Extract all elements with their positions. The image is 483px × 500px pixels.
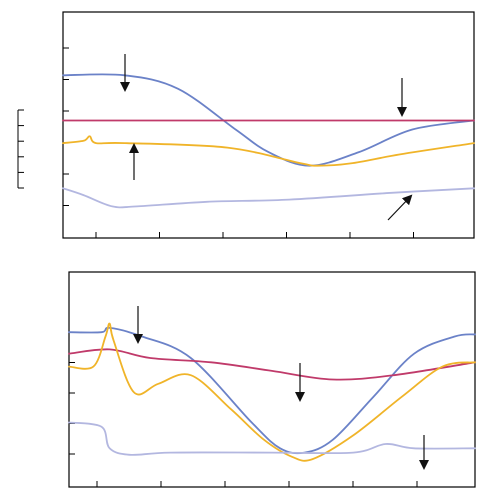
bottom-panel: [68, 271, 476, 488]
top-series-orange: [62, 135, 475, 167]
top-y-axis-ticks: [63, 47, 69, 206]
scale-bar: [17, 109, 24, 189]
top-x-axis-ticks: [95, 232, 414, 238]
top-annotation-arrows: [120, 54, 413, 221]
top-panel: [17, 11, 475, 239]
bottom-series-lavender: [68, 421, 476, 456]
top-series-blue: [62, 73, 475, 167]
bottom-series-blue: [68, 326, 476, 455]
bottom-series-group: [68, 322, 476, 462]
bottom-panel-frame: [68, 271, 476, 488]
top-series-group: [62, 73, 475, 209]
bottom-x-axis-ticks: [96, 481, 418, 487]
top-panel-frame: [62, 11, 475, 239]
bottom-series-red: [68, 348, 476, 381]
bottom-series-orange: [68, 322, 476, 462]
top-arrow-lavender: [387, 194, 413, 221]
bottom-y-axis-ticks: [69, 331, 75, 455]
bottom-annotation-arrows: [133, 306, 429, 470]
top-series-lavender: [62, 187, 475, 209]
